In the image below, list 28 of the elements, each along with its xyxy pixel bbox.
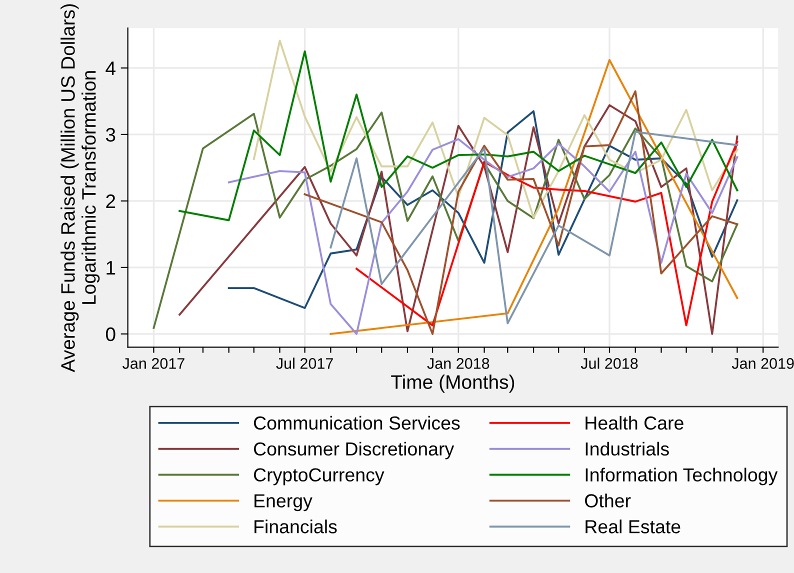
legend-label: Other [585, 494, 631, 508]
legend-label: Energy [254, 494, 312, 512]
line-series [330, 59, 738, 335]
x-tick-label: Jan 2019 [732, 358, 794, 369]
x-tick-label: Jan 2018 [427, 358, 490, 369]
x-tick-label: Jan 2017 [122, 358, 184, 369]
y-tick-label: 3 [106, 128, 116, 142]
legend-label: Information Technology [586, 468, 778, 486]
x-tick-label: Jul 2017 [276, 358, 333, 369]
line-series [304, 90, 738, 335]
y-tick-label: 2 [106, 194, 116, 208]
x-axis-title: Time (Months) [391, 374, 514, 393]
legend-label: Real Estate [586, 520, 680, 534]
legend-label: Communication Services [254, 416, 460, 430]
line-series [228, 110, 738, 309]
legend-label: Health Care [586, 416, 684, 430]
line-series [252, 40, 738, 219]
legend-label: CryptoCurrency [254, 468, 384, 486]
line-series [228, 138, 738, 335]
y-tick-label: 0 [106, 327, 116, 342]
y-axis-title: Average Funds Raised (Million US Dollars) Logarithmic Transformation [60, 4, 100, 372]
legend-label: Industrials [586, 442, 669, 456]
y-tick-label: 1 [106, 261, 116, 274]
line-series [178, 50, 738, 222]
legend-label: Financials [254, 520, 337, 534]
y-tick-label: 4 [106, 62, 116, 76]
x-tick-label: Jul 2018 [580, 358, 638, 369]
legend-label: Consumer Discretionary [254, 442, 454, 460]
